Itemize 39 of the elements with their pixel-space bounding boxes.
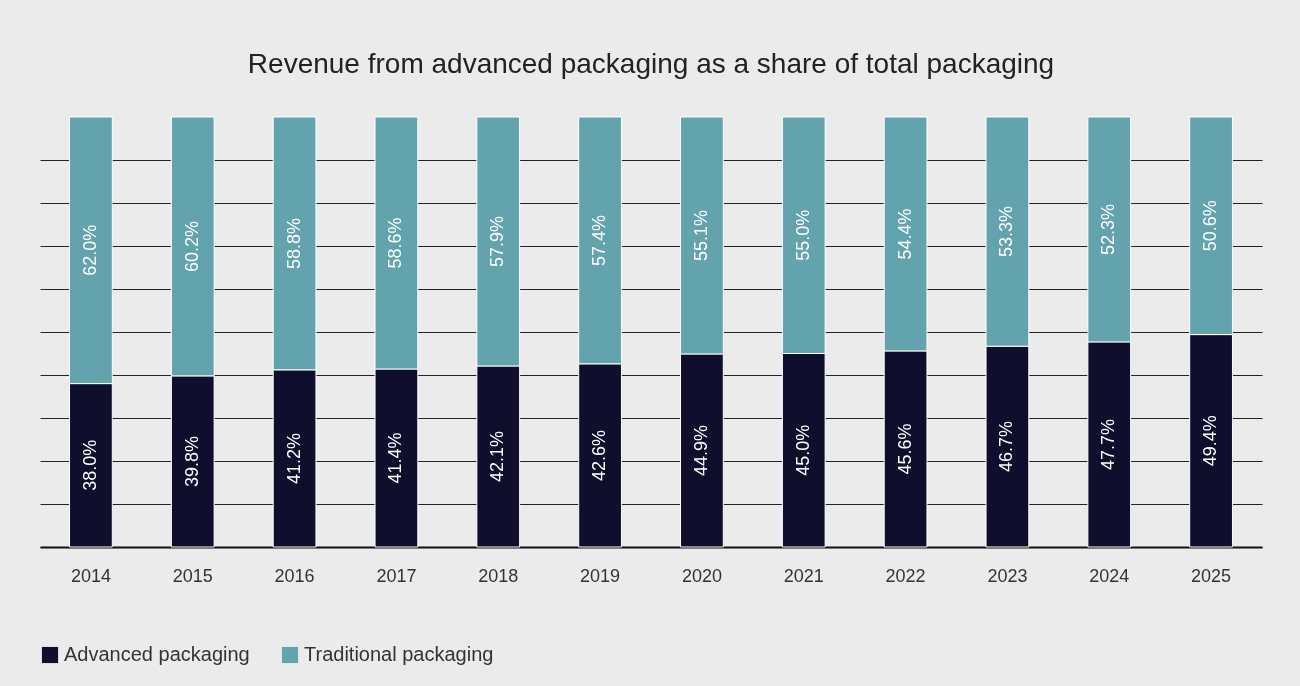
data-label: 58.6% — [385, 217, 406, 269]
x-tick-label: 2014 — [70, 565, 111, 586]
data-label: 38.0% — [79, 439, 100, 491]
data-label: 58.8% — [283, 217, 304, 269]
legend-label: Traditional packaging — [304, 643, 494, 665]
x-tick-label: 2023 — [987, 565, 1028, 586]
data-label: 44.9% — [690, 424, 711, 476]
data-label: 42.6% — [589, 429, 610, 481]
data-label: 42.1% — [487, 430, 508, 483]
data-label: 53.3% — [996, 206, 1017, 258]
data-label: 46.7% — [996, 421, 1017, 473]
x-tick-label: 2017 — [376, 565, 417, 586]
x-tick-label: 2022 — [885, 565, 926, 586]
data-label: 57.4% — [589, 214, 610, 266]
data-label: 41.2% — [283, 432, 304, 484]
data-label: 41.4% — [385, 432, 406, 484]
data-label: 45.6% — [894, 423, 915, 475]
legend-label: Advanced packaging — [64, 643, 250, 665]
data-label: 55.0% — [792, 209, 813, 261]
x-tick-label: 2024 — [1089, 565, 1130, 586]
x-tick-label: 2020 — [681, 565, 722, 586]
data-label: 39.8% — [181, 435, 202, 487]
data-label: 62.0% — [79, 224, 100, 276]
data-label: 57.9% — [487, 215, 508, 268]
x-tick-label: 2016 — [274, 565, 315, 586]
chart-title: Revenue from advanced packaging as a share of total packaging — [247, 47, 1055, 79]
x-tick-label: 2018 — [478, 565, 519, 586]
data-label: 50.6% — [1200, 200, 1221, 252]
data-label: 45.0% — [792, 424, 813, 476]
data-label: 47.7% — [1098, 418, 1119, 470]
x-tick-label: 2025 — [1191, 565, 1232, 586]
data-label: 49.4% — [1200, 415, 1221, 467]
data-label: 55.1% — [690, 209, 711, 261]
x-tick-label: 2015 — [172, 565, 213, 586]
data-label: 52.3% — [1098, 203, 1119, 255]
x-tick-label: 2019 — [580, 565, 621, 586]
data-label: 54.4% — [894, 208, 915, 260]
data-label: 60.2% — [181, 220, 202, 272]
x-tick-label: 2021 — [783, 565, 824, 586]
